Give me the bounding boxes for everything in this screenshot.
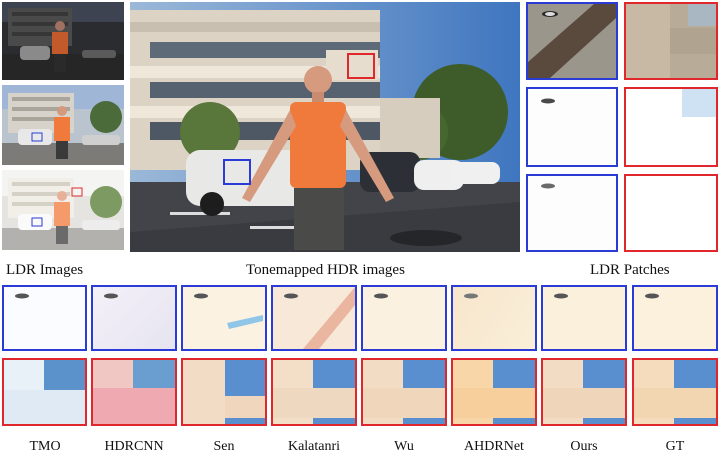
method-blue-patch-gt	[632, 285, 718, 351]
method-blue-patch-wu	[361, 285, 447, 351]
ldr-patch-red-low	[624, 2, 718, 80]
method-red-patch-kalatanri	[271, 358, 357, 426]
ldr-patches-caption: LDR Patches	[590, 262, 670, 278]
ldr-image-mid	[2, 85, 124, 165]
method-label-ours: Ours	[570, 439, 598, 454]
ldr-image-low	[2, 2, 124, 80]
method-red-patch-ahdrnet	[451, 358, 537, 426]
method-label-kalatanri: Kalatanri	[287, 439, 341, 454]
method-label-hdrcnn: HDRCNN	[104, 439, 164, 454]
method-label-ahdrnet: AHDRNet	[464, 439, 524, 454]
ldr-patch-blue-high	[526, 174, 618, 252]
tonemapped-hdr-image	[130, 2, 520, 252]
method-label-wu: Wu	[394, 439, 414, 454]
method-label-gt: GT	[665, 439, 685, 454]
method-blue-patch-ours	[541, 285, 627, 351]
ldr-patch-red-high	[624, 174, 718, 252]
method-label-tmo: TMO	[29, 439, 61, 454]
hdr-images-caption: Tonemapped HDR images	[246, 262, 405, 278]
method-red-patch-hdrcnn	[91, 358, 177, 426]
ldr-patch-blue-mid	[526, 87, 618, 167]
method-red-patch-ours	[541, 358, 627, 426]
method-blue-patch-kalatanri	[271, 285, 357, 351]
method-blue-patch-hdrcnn	[91, 285, 177, 351]
method-blue-patch-tmo	[2, 285, 87, 351]
method-blue-patch-ahdrnet	[451, 285, 537, 351]
ldr-images-caption: LDR Images	[6, 262, 84, 278]
method-red-patch-wu	[361, 358, 447, 426]
method-red-patch-gt	[632, 358, 718, 426]
method-red-patch-sen	[181, 358, 267, 426]
method-label-sen: Sen	[213, 439, 235, 454]
ldr-patch-blue-low	[526, 2, 618, 80]
ldr-image-high	[2, 170, 124, 250]
ldr-patch-red-mid	[624, 87, 718, 167]
method-blue-patch-sen	[181, 285, 267, 351]
method-red-patch-tmo	[2, 358, 87, 426]
